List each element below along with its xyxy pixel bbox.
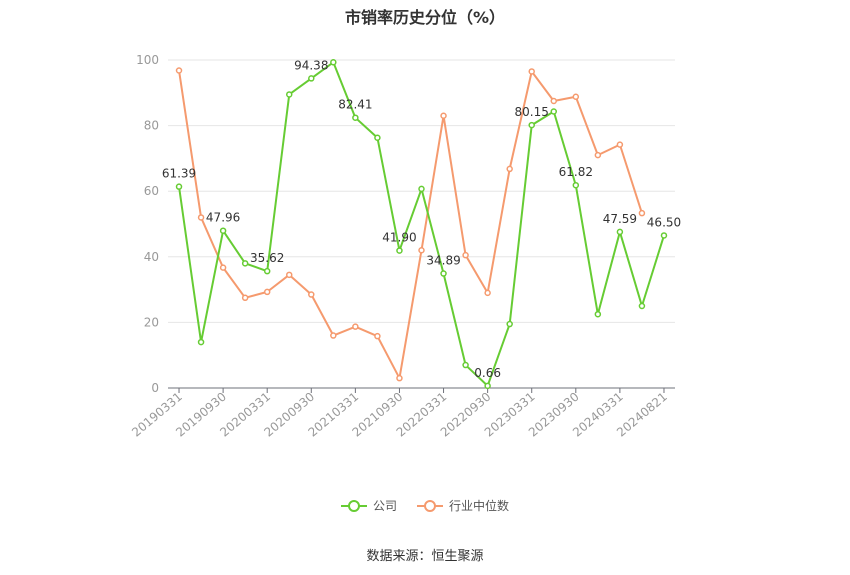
data-point-industry-median [528, 68, 535, 75]
data-source-note: 数据来源：恒生聚源 [366, 549, 484, 564]
data-point-company [506, 320, 513, 328]
chart-title: 市销率历史分位（%） [344, 8, 506, 27]
data-point-company [352, 114, 359, 121]
data-point-industry-median [396, 374, 403, 382]
series-line-industry-median [178, 70, 643, 380]
y-tick-label: 0 [151, 381, 159, 395]
data-label: 46.50 [647, 215, 681, 229]
data-point-industry-median [197, 214, 205, 221]
data-point-company [616, 228, 624, 236]
data-point-company [572, 181, 580, 189]
data-label: 47.96 [206, 211, 240, 225]
data-label: 47.59 [603, 212, 637, 226]
data-label: 61.39 [162, 167, 196, 181]
data-point-company [308, 75, 315, 82]
y-tick-label: 40 [144, 250, 159, 264]
data-point-company [462, 361, 469, 369]
data-point-company [219, 227, 227, 234]
y-tick-label: 80 [144, 119, 159, 133]
y-tick-label: 20 [144, 315, 159, 329]
legend: 公司 行业中位数 [0, 497, 850, 514]
data-point-company [638, 302, 646, 310]
data-point-industry-median [418, 246, 425, 254]
data-label: 34.89 [426, 254, 460, 268]
data-point-company [528, 121, 535, 129]
legend-item-industry-median[interactable]: 行业中位数 [417, 497, 509, 514]
data-point-industry-median [572, 93, 580, 100]
y-tick-label: 60 [144, 184, 159, 198]
data-label: 80.15 [515, 105, 549, 119]
data-point-industry-median [462, 251, 469, 259]
data-point-industry-median [308, 291, 315, 298]
legend-item-company[interactable]: 公司 [340, 497, 397, 514]
data-point-company [440, 270, 447, 277]
data-point-industry-median [352, 323, 359, 330]
data-point-company [175, 183, 183, 190]
data-point-company [484, 382, 491, 390]
data-point-industry-median [175, 67, 183, 74]
data-point-industry-median [440, 112, 447, 120]
data-point-industry-median [616, 141, 624, 148]
series-line-company [178, 61, 665, 387]
data-point-company [418, 185, 425, 193]
data-label: 0.66 [474, 366, 501, 380]
data-point-industry-median [330, 332, 337, 339]
data-point-industry-median [219, 264, 227, 271]
data-label: 82.41 [338, 98, 372, 112]
data-point-industry-median [263, 288, 271, 296]
data-point-company [197, 338, 205, 346]
data-point-industry-median [594, 151, 602, 159]
data-point-industry-median [506, 165, 513, 173]
data-label: 41.90 [382, 231, 416, 245]
legend-label-industry-median: 行业中位数 [449, 499, 510, 513]
data-point-industry-median [241, 294, 249, 302]
data-point-industry-median [484, 289, 491, 297]
legend-swatch-company [340, 499, 367, 513]
legend-swatch-industry-median [417, 499, 443, 513]
data-point-company [241, 260, 249, 267]
data-label: 35.62 [250, 251, 284, 265]
data-point-company [374, 134, 381, 141]
data-point-company [594, 310, 602, 318]
data-point-industry-median [550, 97, 558, 105]
data-point-company [396, 247, 403, 254]
data-point-industry-median [374, 332, 381, 340]
data-label: 94.38 [294, 58, 328, 72]
data-point-company [263, 267, 271, 275]
y-tick-label: 100 [136, 53, 159, 67]
data-label: 61.82 [559, 165, 593, 179]
legend-label-company: 公司 [372, 499, 397, 513]
data-point-industry-median [638, 209, 646, 217]
data-point-company [330, 59, 337, 66]
data-point-company [660, 232, 668, 239]
data-point-company [285, 91, 293, 98]
data-point-company [550, 108, 558, 115]
data-point-industry-median [285, 271, 293, 279]
